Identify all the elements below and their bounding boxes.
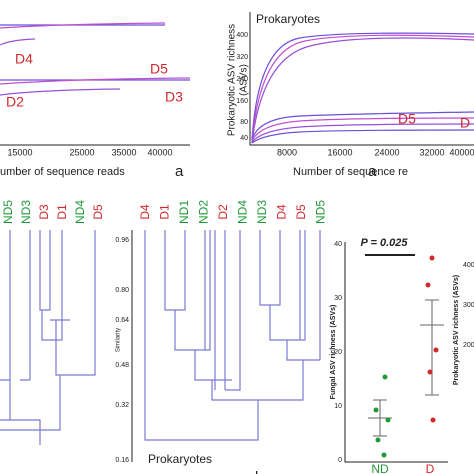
leaf-label: D5 <box>91 204 105 220</box>
label: D5 <box>150 61 168 77</box>
leaf-label: ND4 <box>236 200 250 224</box>
curve <box>251 123 474 143</box>
letter: a <box>368 163 377 180</box>
leaf-label: D5 <box>294 204 308 220</box>
panel-e: P = 0.025 Fungal ASV richness (ASVs) 40 … <box>330 237 474 474</box>
tick: 0.64 <box>115 317 129 324</box>
label: D5 <box>398 111 416 127</box>
tick: 24000 <box>374 147 399 157</box>
axes <box>249 12 474 146</box>
letter: a <box>175 163 184 180</box>
nd-points <box>373 374 391 458</box>
tick: 20 <box>334 349 342 356</box>
leaf-label: ND2 <box>197 200 211 224</box>
tick: 240 <box>236 76 248 83</box>
axis-label: Prokaryotic ASV richness (ASVs) <box>453 275 460 385</box>
tick: 400 <box>236 32 248 39</box>
tick: 0.80 <box>115 287 129 294</box>
tick: 10 <box>334 403 342 410</box>
leaf-label: D4 <box>138 204 152 220</box>
label: D2 <box>6 94 24 110</box>
tick: 40000 <box>449 147 474 157</box>
group-label: D <box>426 462 435 474</box>
leaf-label: ND1 <box>177 200 191 224</box>
curve <box>251 111 474 141</box>
letter: c <box>57 469 65 474</box>
axes <box>344 242 448 463</box>
axis-label: Prokaryotic ASV richness <box>227 24 238 136</box>
curve <box>0 38 36 46</box>
axis-label: Similarity <box>116 328 122 352</box>
error-bars <box>368 299 444 437</box>
stat: P = 0.025 <box>361 237 409 249</box>
panel-a-left: D4 D5 D2 D3 15000 25000 35000 40000 umbe… <box>0 22 191 180</box>
leaf-label: ND5 <box>314 200 328 224</box>
label: D4 <box>15 51 33 67</box>
leaf-labels: D4 D1 ND1 ND2 D2 ND4 ND3 D4 D5 ND5 <box>138 200 328 224</box>
tick: 160 <box>236 98 248 105</box>
curve <box>251 37 474 144</box>
tick: 40 <box>240 135 248 142</box>
tick: 320 <box>236 54 248 61</box>
leaf-label: ND4 <box>73 200 87 224</box>
tick: 0.16 <box>115 457 129 464</box>
leaf-label: ND3 <box>19 200 33 224</box>
panel-a-right: Prokaryotes Prokaryotic ASV richness (AS… <box>227 12 474 180</box>
curve <box>251 34 474 143</box>
tick: 40000 <box>147 147 172 157</box>
tick: 16000 <box>327 147 352 157</box>
tick: 8000 <box>277 147 297 157</box>
tick: 0.48 <box>115 362 129 369</box>
leaf-label: D3 <box>37 204 51 220</box>
tick: 30 <box>334 295 342 302</box>
group-label: ND <box>371 462 389 474</box>
tick: 200 <box>463 342 474 349</box>
tick: 25000 <box>69 147 94 157</box>
leaf-label: D4 <box>275 204 289 220</box>
tick: 400 <box>463 262 474 269</box>
letter: e <box>460 469 468 474</box>
curve <box>251 129 474 144</box>
label: D <box>460 115 470 131</box>
leaf-label: ND3 <box>255 200 269 224</box>
tick: 0.32 <box>115 402 129 409</box>
leaf-labels: ND5 ND3 D3 D1 ND4 D5 <box>1 200 105 224</box>
tick: 300 <box>463 302 474 309</box>
curve <box>0 22 166 29</box>
dendrogram <box>144 230 321 441</box>
tick: 80 <box>240 119 248 126</box>
tick: 40 <box>334 241 342 248</box>
leaf-label: D1 <box>158 204 172 220</box>
leaf-label: D1 <box>55 204 69 220</box>
curve <box>0 88 121 96</box>
leaf-label: D2 <box>216 204 230 220</box>
caption: Prokaryotes <box>148 452 212 466</box>
axis-label: Fungal ASV richness (ASVs) <box>330 305 337 400</box>
dendrogram <box>0 230 96 445</box>
curve <box>251 32 474 141</box>
curve <box>0 77 191 85</box>
tick: 0 <box>338 457 342 464</box>
letter: d <box>250 469 258 474</box>
axis-label: Number of sequence re <box>293 166 408 178</box>
d-points <box>425 255 439 423</box>
leaf-label: ND5 <box>1 200 15 224</box>
label: D3 <box>165 89 183 105</box>
tick: 35000 <box>111 147 136 157</box>
axis-label: umber of sequence reads <box>0 166 125 178</box>
tick: 15000 <box>7 147 32 157</box>
title: Prokaryotes <box>256 12 320 26</box>
tick: 32000 <box>419 147 444 157</box>
curve <box>251 117 474 142</box>
axis-label: (ASVs) <box>239 64 250 96</box>
panel-d: D4 D1 ND1 ND2 D2 ND4 ND3 D4 D5 ND5 0.96 0.80 0.64… <box>115 200 327 474</box>
tick: 0.96 <box>115 237 129 244</box>
